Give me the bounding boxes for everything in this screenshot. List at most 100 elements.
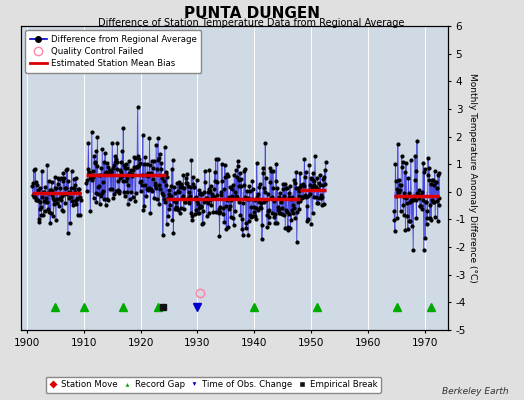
Point: [422, 199, 430, 206]
Point: [425, 215, 434, 221]
Point: [71, 182, 79, 188]
Point: [418, 206, 426, 212]
Point: [280, 212, 288, 219]
Point: [41, 184, 49, 191]
Point: [273, 184, 281, 191]
Point: [69, 176, 78, 182]
Point: [121, 193, 129, 199]
Point: [276, 190, 285, 196]
Point: [238, 216, 247, 222]
Point: [100, 196, 108, 202]
Point: [170, 190, 179, 196]
Point: [126, 196, 134, 202]
Point: [46, 220, 54, 226]
Point: [398, 158, 407, 165]
Point: [158, 190, 166, 196]
Point: [42, 194, 50, 201]
Point: [413, 138, 421, 144]
Point: [103, 196, 112, 202]
Point: [105, 169, 114, 175]
Point: [275, 194, 283, 200]
Point: [286, 183, 294, 190]
Point: [201, 179, 210, 186]
Point: [315, 182, 324, 188]
Point: [403, 212, 411, 219]
Point: [101, 150, 109, 156]
Point: [396, 182, 404, 188]
Point: [53, 181, 62, 187]
Point: [320, 201, 328, 208]
Point: [206, 197, 214, 203]
Point: [152, 166, 161, 172]
Point: [300, 156, 309, 162]
Point: [66, 220, 74, 227]
Point: [269, 167, 277, 174]
Point: [240, 168, 248, 174]
Point: [282, 207, 290, 213]
Point: [59, 169, 68, 176]
Point: [183, 171, 191, 178]
Point: [215, 233, 224, 239]
Point: [166, 194, 174, 200]
Point: [414, 192, 422, 198]
Point: [248, 212, 257, 219]
Point: [261, 174, 270, 181]
Point: [128, 171, 136, 177]
Point: [136, 179, 144, 186]
Point: [203, 195, 211, 202]
Point: [202, 195, 210, 202]
Point: [409, 247, 417, 254]
Point: [303, 202, 311, 209]
Point: [242, 220, 250, 226]
Point: [102, 169, 111, 175]
Point: [109, 195, 117, 201]
Point: [145, 185, 153, 192]
Point: [172, 205, 181, 212]
Point: [435, 170, 444, 176]
Point: [120, 189, 128, 195]
Point: [34, 197, 42, 204]
Point: [308, 176, 316, 182]
Point: [237, 182, 245, 189]
Point: [424, 172, 433, 178]
Point: [142, 193, 150, 199]
Point: [58, 208, 67, 214]
Point: [433, 217, 442, 224]
Point: [151, 185, 160, 192]
Point: [84, 140, 93, 146]
Point: [310, 178, 319, 184]
Point: [232, 193, 241, 199]
Point: [280, 193, 288, 199]
Point: [168, 217, 177, 223]
Point: [46, 187, 54, 193]
Point: [297, 194, 305, 200]
Point: [200, 189, 209, 196]
Point: [292, 169, 300, 175]
Point: [103, 159, 111, 166]
Point: [36, 205, 44, 212]
Point: [264, 220, 272, 227]
Point: [89, 174, 97, 180]
Point: [143, 161, 151, 168]
Point: [144, 170, 152, 176]
Point: [37, 204, 45, 210]
Point: [228, 186, 236, 192]
Point: [144, 186, 152, 193]
Point: [73, 195, 81, 201]
Point: [301, 192, 310, 198]
Point: [186, 193, 194, 199]
Point: [161, 199, 169, 206]
Point: [94, 191, 102, 198]
Point: [30, 194, 39, 200]
Point: [254, 191, 262, 197]
Point: [420, 169, 428, 175]
Point: [299, 194, 308, 200]
Point: [302, 169, 310, 175]
Point: [394, 141, 402, 147]
Point: [210, 194, 218, 201]
Point: [127, 189, 136, 196]
Point: [154, 157, 162, 163]
Point: [35, 219, 43, 226]
Point: [288, 194, 297, 200]
Point: [55, 203, 63, 209]
